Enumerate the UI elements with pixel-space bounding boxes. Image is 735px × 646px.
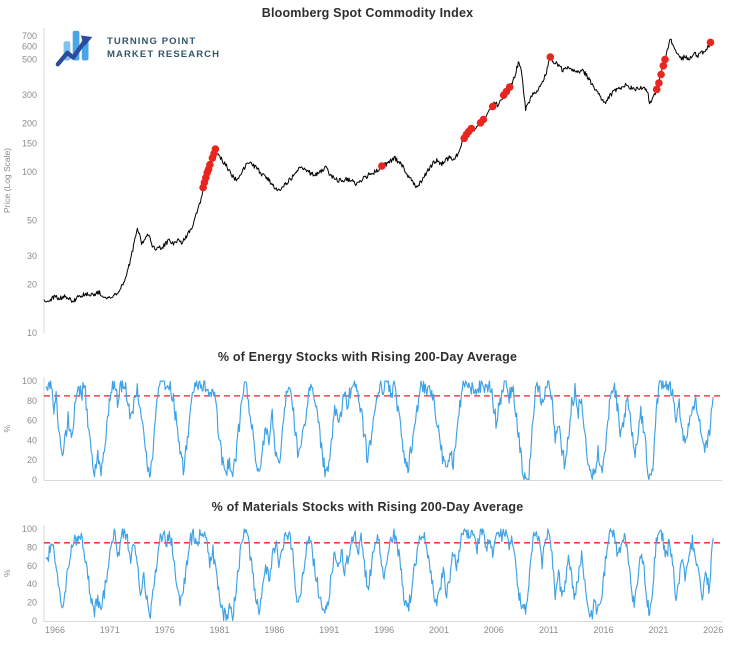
signal-dot [655, 79, 663, 87]
commodity-index-title: Bloomberg Spot Commodity Index [261, 6, 474, 20]
x-tick-label: 2026 [703, 625, 723, 635]
y-tick-label: 50 [27, 215, 37, 225]
x-tick-label: 1996 [374, 625, 394, 635]
energy-breadth-plot: 100 80 60 40 20 0% [2, 376, 722, 485]
y-tick-label: 700 [22, 31, 37, 41]
signal-dot [488, 102, 497, 111]
y-tick-label: 10 [27, 328, 37, 338]
materials-breadth-plot: 100 80 60 40 20 0% 1966 1971 1976 1981 1986 1991 199… [2, 524, 723, 635]
energy-breadth-title: % of Energy Stocks with Rising 200-Day A… [217, 350, 518, 364]
series-line [45, 380, 714, 481]
y-tick-label: 500 [22, 54, 37, 64]
x-tick-label: 1966 [45, 625, 65, 635]
y-tick-label: 80 [27, 542, 37, 552]
signal-dot [467, 124, 476, 133]
x-tick-label: 2016 [593, 625, 613, 635]
x-tick-label: 2001 [429, 625, 449, 635]
y-tick-label: 80 [27, 396, 37, 406]
series-line [43, 38, 713, 303]
brand-name-line2: MARKET RESEARCH [107, 49, 221, 60]
signal-dot [378, 162, 386, 170]
bar-chart-arrow-icon [55, 30, 93, 67]
y-tick-label: 40 [27, 435, 37, 445]
y-tick-label: 60 [27, 561, 37, 571]
x-tick-label: 1976 [155, 625, 175, 635]
signal-dot [657, 70, 665, 79]
y-axis-label: % [2, 569, 12, 577]
y-tick-label: 100 [22, 524, 37, 534]
x-tick-label: 1986 [264, 625, 284, 635]
y-tick-label: 300 [22, 90, 37, 100]
signal-dot [652, 85, 661, 94]
signal-dot [706, 38, 715, 47]
brand-name-line1: TURNING POINT [107, 36, 197, 47]
x-tick-label: 1971 [100, 625, 120, 635]
x-tick-label: 2006 [484, 625, 504, 635]
y-tick-label: 100 [22, 376, 37, 386]
x-tick-label: 1981 [209, 625, 229, 635]
y-axis-label: Price (Log Scale) [2, 148, 12, 213]
signal-dot [505, 83, 514, 91]
y-tick-label: 20 [27, 455, 37, 465]
y-tick-label: 20 [27, 280, 37, 290]
x-tick-label: 2021 [648, 625, 668, 635]
signal-dot [661, 55, 669, 64]
y-tick-label: 150 [22, 139, 37, 149]
logo-arrow-head [80, 35, 93, 47]
x-tick-label: 1991 [319, 625, 339, 635]
materials-breadth-title: % of Materials Stocks with Rising 200-Da… [211, 500, 524, 514]
brand-logo: TURNING POINT MARKET RESEARCH [54, 25, 220, 71]
signal-dot [211, 145, 220, 153]
brand-name: TURNING POINT MARKET RESEARCH [107, 35, 220, 61]
y-axis-label: % [2, 425, 12, 433]
y-tick-label: 200 [22, 119, 37, 129]
y-tick-label: 600 [22, 42, 37, 52]
signal-dot [479, 115, 488, 124]
series-line [45, 528, 714, 622]
x-tick-label: 2011 [539, 625, 558, 635]
logo-arrow-line [55, 39, 87, 67]
y-tick-label: 20 [27, 598, 37, 608]
y-tick-label: 40 [27, 579, 37, 589]
y-tick-label: 0 [32, 475, 37, 485]
signal-dot [546, 53, 555, 61]
signal-dot [659, 62, 668, 70]
y-tick-label: 30 [27, 251, 37, 261]
y-tick-label: 0 [32, 616, 37, 626]
signal-dot [206, 160, 214, 169]
y-tick-label: 60 [27, 416, 37, 426]
y-tick-label: 100 [22, 167, 37, 177]
